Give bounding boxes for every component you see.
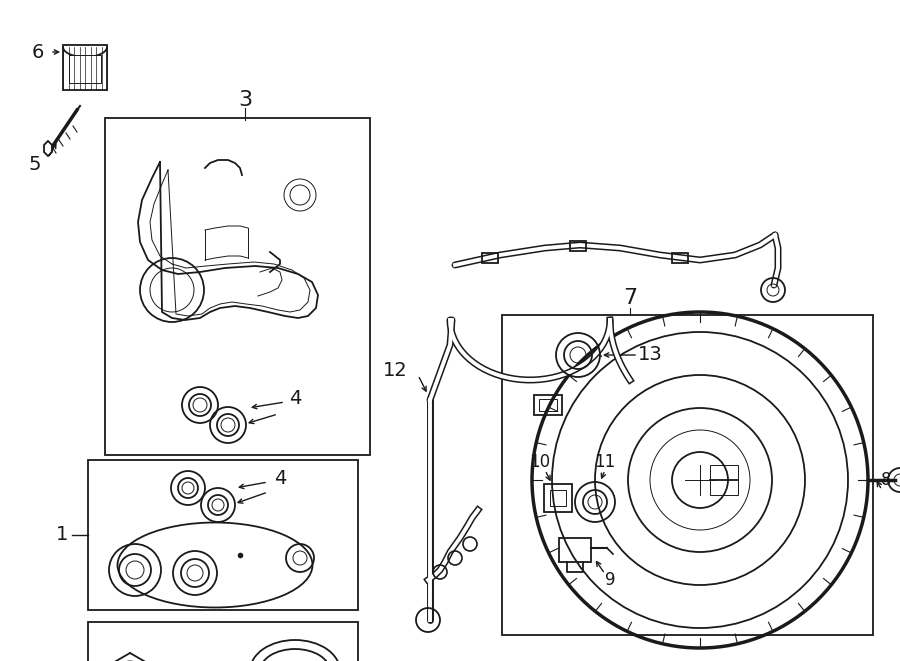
- Bar: [559, 538, 591, 562]
- Bar: [534, 395, 562, 415]
- Bar: [69, 55, 101, 83]
- Text: 8: 8: [881, 471, 891, 489]
- Bar: [63, 45, 107, 90]
- Text: 6: 6: [32, 42, 44, 61]
- Text: 13: 13: [637, 346, 662, 364]
- Bar: [502, 315, 873, 635]
- Text: 9: 9: [605, 571, 616, 589]
- Bar: [88, 460, 358, 610]
- Text: 11: 11: [594, 453, 616, 471]
- Bar: [570, 241, 586, 251]
- Text: 3: 3: [238, 90, 252, 110]
- Bar: [550, 490, 566, 506]
- Text: 5: 5: [29, 155, 41, 175]
- Text: 4: 4: [289, 389, 302, 407]
- Bar: [105, 118, 370, 455]
- Bar: [710, 465, 738, 495]
- Bar: [539, 399, 557, 411]
- Bar: [672, 253, 688, 263]
- Text: 1: 1: [56, 525, 68, 545]
- Bar: [88, 622, 358, 661]
- Text: 4: 4: [274, 469, 286, 488]
- Bar: [544, 484, 572, 512]
- Text: 7: 7: [623, 288, 637, 308]
- Text: 12: 12: [382, 360, 408, 379]
- Polygon shape: [44, 141, 52, 156]
- Text: 10: 10: [529, 453, 551, 471]
- Bar: [482, 253, 498, 263]
